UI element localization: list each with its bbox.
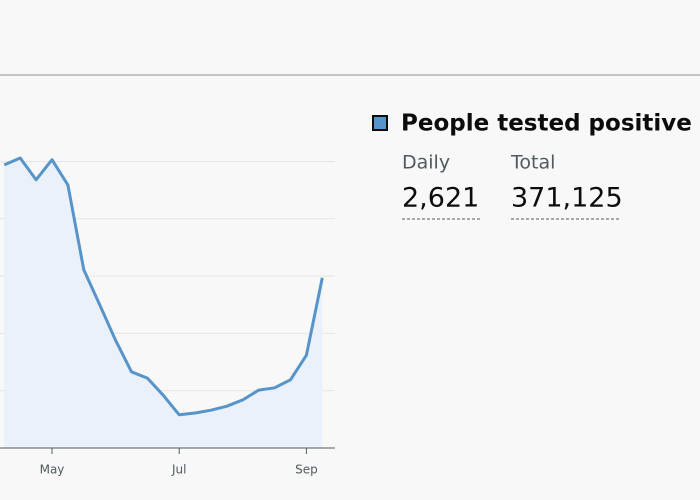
area: [4, 158, 323, 448]
x-tick-label: May: [40, 463, 65, 477]
total-value[interactable]: 371,125: [511, 183, 623, 214]
x-tick-label: Sep: [295, 463, 318, 477]
daily-value[interactable]: 2,621: [402, 183, 479, 214]
daily-label: Daily: [402, 152, 450, 174]
plot: May Jul Sep: [0, 156, 335, 477]
legend-label: People tested positive: [401, 111, 692, 137]
legend-swatch: [372, 115, 388, 131]
line: [3, 156, 324, 417]
x-tick-label: Jul: [171, 463, 186, 477]
total-label: Total: [510, 152, 555, 174]
